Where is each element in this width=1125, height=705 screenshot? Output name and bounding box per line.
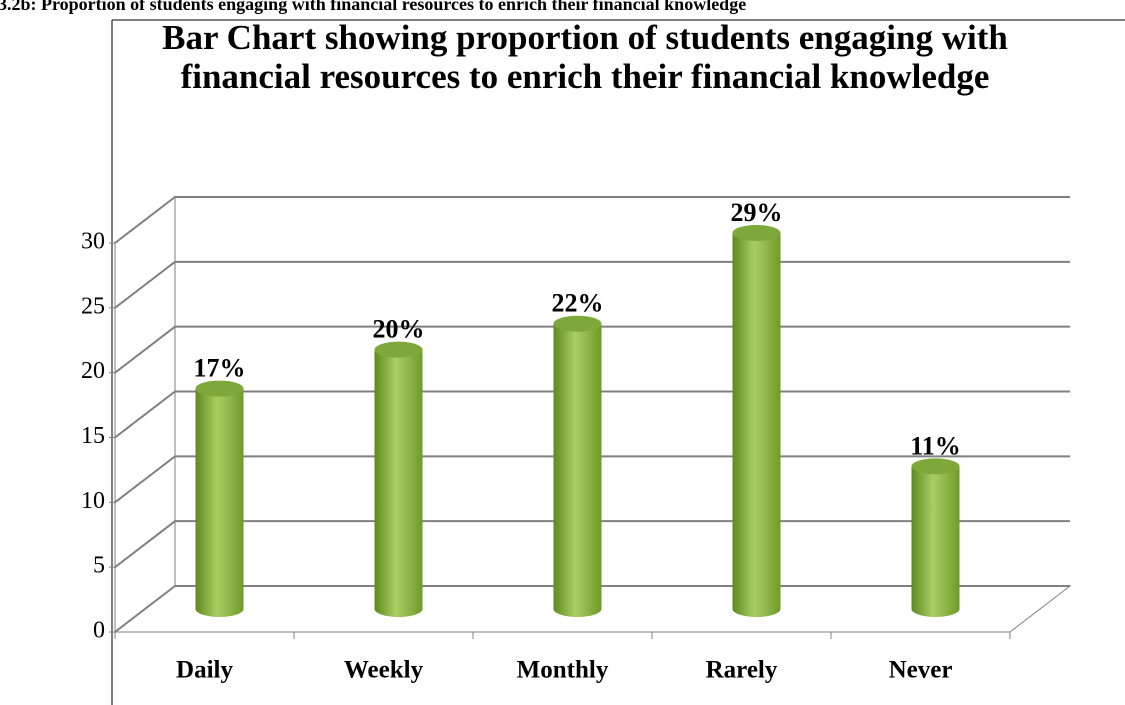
y-tick-label: 20 [81,358,105,384]
y-tick-label: 25 [81,293,105,319]
x-tick-label: Rarely [706,657,778,684]
bar-part [732,232,781,617]
x-tick-label: Daily [176,657,233,684]
figure-caption: 3.2b: Proportion of students engaging wi… [0,0,746,14]
x-tick-label: Never [889,657,953,684]
value-label: 17% [194,354,246,383]
bar-part [553,323,602,617]
grid-line [114,196,1070,244]
bar [732,224,781,617]
bar-part [374,341,423,358]
bar-part [911,466,960,617]
value-label: 29% [731,198,783,227]
bar-part [911,458,960,475]
x-tick-label: Weekly [344,657,424,684]
bar-part [374,349,423,617]
bar [195,380,244,617]
y-tick-label: 5 [93,553,105,579]
bar-part [195,380,244,397]
bar-part [553,315,602,332]
y-tick-label: 0 [93,618,105,644]
value-label: 11% [910,431,961,460]
value-label: 22% [552,289,604,318]
y-tick-label: 10 [81,488,105,514]
y-tick-label: 15 [81,423,105,449]
bar [911,458,960,617]
x-tick-label: Monthly [517,657,609,684]
bar-part [195,388,244,617]
y-tick-label: 30 [81,229,105,255]
chart-title: Bar Chart showing proportion of students… [162,18,1008,96]
bar [553,315,602,617]
value-label: 20% [373,315,425,344]
bar-part [732,224,781,241]
bar [374,341,423,617]
